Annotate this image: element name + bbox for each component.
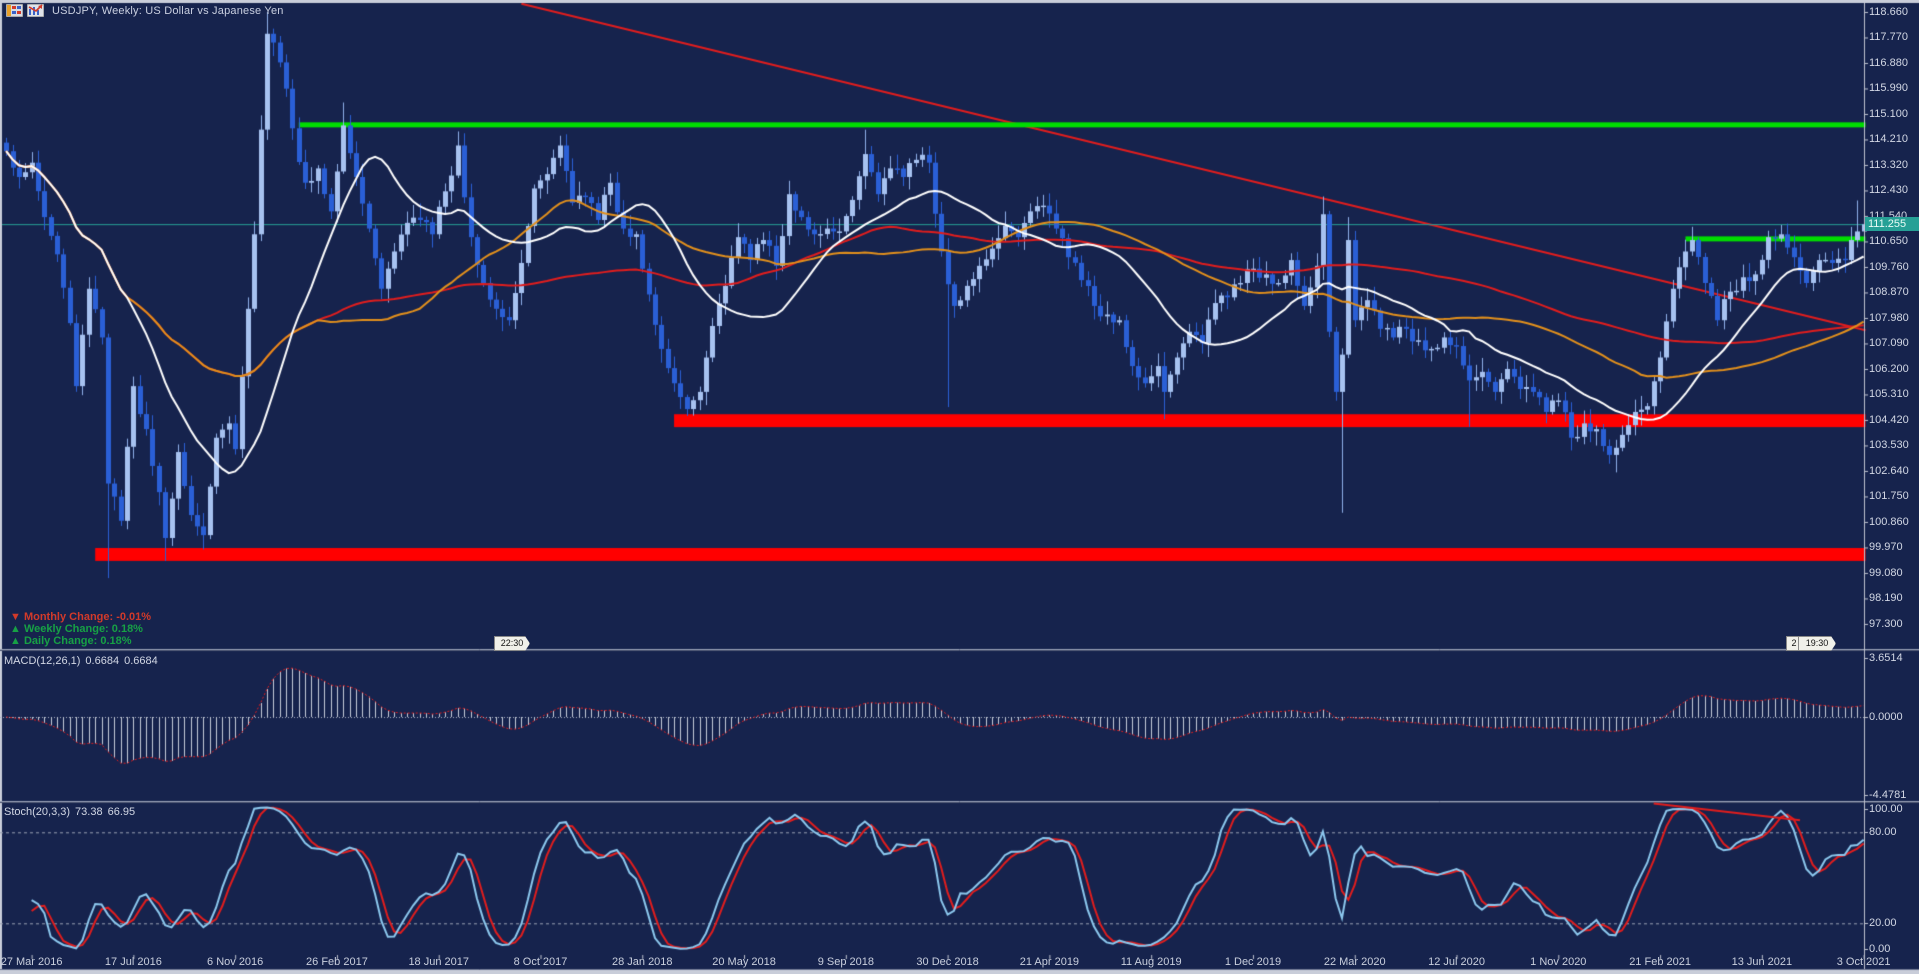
price-axis-label: 115.990 (1869, 82, 1908, 95)
date-axis-label: 1 Dec 2019 (1224, 956, 1282, 968)
date-axis-label: 18 Jun 2017 (408, 956, 469, 968)
price-axis-label: 97.300 (1869, 617, 1903, 630)
stoch-indicator-label: Stoch(20,3,3) 73.38 66.95 (4, 806, 136, 818)
up-arrow-icon: ▲ (10, 623, 21, 635)
indicator-axis-label: 80.00 (1869, 826, 1897, 838)
date-axis-label: 11 Aug 2019 (1120, 956, 1182, 968)
price-axis-label: 112.430 (1869, 184, 1908, 197)
date-axis-label: 26 Feb 2017 (306, 956, 368, 968)
date-axis-label: 3 Oct 2021 (1836, 956, 1891, 968)
price-axis-label: 104.420 (1869, 413, 1909, 426)
indicator-axis-label: -4.4781 (1869, 789, 1907, 801)
date-axis-label: 6 Nov 2016 (207, 956, 264, 968)
date-axis-label: 20 May 2018 (712, 956, 776, 968)
price-axis-label: 103.530 (1869, 439, 1909, 452)
vline-time-tag-right[interactable]: 19:30 (1798, 636, 1836, 651)
price-axis-label: 109.760 (1869, 260, 1909, 273)
daily-change-text: Daily Change: 0.18% (23, 635, 132, 647)
price-axis-label: 106.200 (1869, 362, 1909, 375)
weekly-change-text: Weekly Change: 0.18% (23, 623, 143, 635)
price-axis-label: 107.090 (1869, 337, 1909, 350)
daily-change-row: ▲ Daily Change: 0.18% (10, 635, 132, 647)
price-axis-label: 105.310 (1869, 388, 1909, 401)
chart-title-bar: USDJPY, Weekly: US Dollar vs Japanese Ye… (6, 4, 284, 17)
price-axis-label: 115.100 (1869, 107, 1908, 120)
price-axis-label: 110.650 (1869, 235, 1908, 248)
price-axis-label: 111.540 (1869, 209, 1908, 222)
macd-indicator-label: MACD(12,26,1) 0.6684 0.6684 (4, 655, 158, 667)
date-axis-label: 8 Oct 2017 (513, 956, 568, 968)
date-axis-label: 13 Jun 2021 (1731, 956, 1793, 968)
monthly-change-row: ▼ Monthly Change: -0.01% (10, 611, 151, 623)
date-axis-label: 22 Mar 2020 (1323, 956, 1386, 968)
date-axis-label: 1 Nov 2020 (1530, 956, 1587, 968)
date-axis-label: 12 Jul 2020 (1428, 956, 1485, 968)
indicator-axis-label: 3.6514 (1869, 652, 1903, 664)
date-axis-label: 21 Apr 2019 (1019, 956, 1080, 968)
current-price-tag: 111.255 (1865, 217, 1919, 232)
price-axis-label: 107.980 (1869, 311, 1909, 324)
indicator-chart-icon (27, 4, 44, 17)
monthly-change-text: Monthly Change: -0.01% (23, 611, 152, 623)
price-axis-label: 114.210 (1869, 133, 1908, 146)
date-axis-label: 30 Dec 2018 (916, 956, 979, 968)
price-axis-label: 99.080 (1869, 566, 1903, 579)
weekly-change-row: ▲ Weekly Change: 0.18% (10, 623, 143, 635)
price-axis-label: 101.750 (1869, 490, 1909, 503)
date-axis-label: 28 Jan 2018 (611, 956, 673, 968)
up-arrow-icon: ▲ (10, 635, 21, 647)
date-axis-label: 17 Jul 2016 (104, 956, 162, 968)
price-axis-label: 117.770 (1869, 31, 1908, 44)
indicator-axis-label: 20.00 (1869, 917, 1897, 929)
indicator-axis-label: 0.0000 (1869, 711, 1903, 723)
price-axis-label: 99.970 (1869, 541, 1903, 554)
down-arrow-icon: ▼ (10, 611, 21, 623)
date-axis-label: 27 Mar 2016 (0, 956, 63, 968)
vline-time-tag-left[interactable]: 22:30 (494, 636, 530, 651)
indicator-axis-label: 0.00 (1869, 943, 1891, 955)
price-axis-label: 98.190 (1869, 592, 1903, 605)
price-axis-label: 100.860 (1869, 515, 1909, 528)
price-axis-label: 102.640 (1869, 464, 1909, 477)
price-axis-label: 113.320 (1869, 158, 1908, 171)
chart-title: USDJPY, Weekly: US Dollar vs Japanese Ye… (52, 4, 284, 17)
price-axis-label: 118.660 (1869, 5, 1908, 18)
date-axis-label: 9 Sep 2018 (817, 956, 874, 968)
indicator-axis-label: 100.00 (1869, 803, 1903, 815)
price-axis-label: 116.880 (1869, 56, 1908, 69)
date-axis-label: 21 Feb 2021 (1629, 956, 1691, 968)
price-axis-label: 108.870 (1869, 286, 1909, 299)
chart-properties-icon (6, 4, 23, 17)
